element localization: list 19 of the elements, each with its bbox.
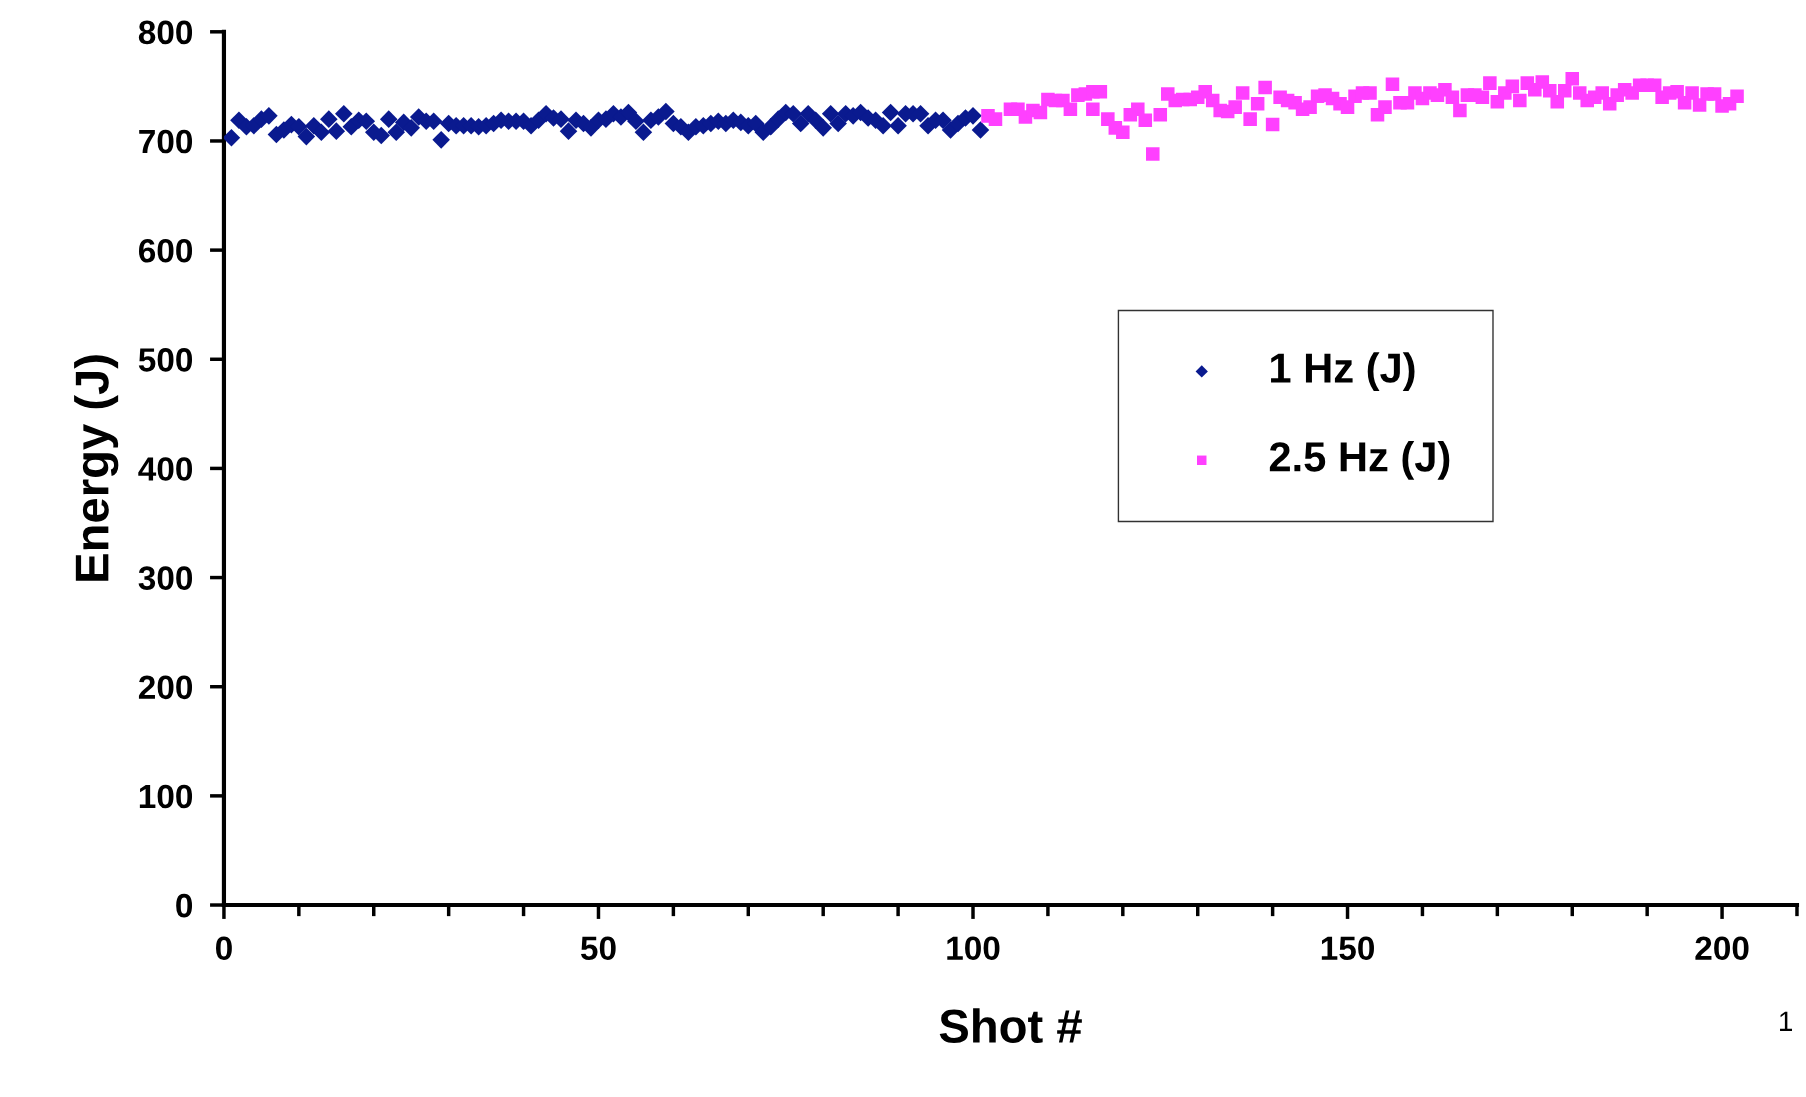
y-tick-label: 400 (138, 457, 193, 481)
x-tick-label: 50 (580, 936, 616, 961)
y-tick-label: 0 (176, 893, 193, 918)
x-axis-title: Shot # (939, 1008, 1082, 1044)
text: 1 (1780, 1011, 1792, 1031)
y-tick-label: 600 (139, 238, 193, 263)
y-tick-label: 300 (138, 566, 193, 591)
legend-label: 2.5 Hz (J) (1269, 441, 1450, 480)
x-tick-label: 0 (215, 936, 232, 961)
y-tick-label: 700 (139, 129, 193, 154)
legend-label: 1 Hz (J) (1271, 352, 1415, 392)
y-tick-label: 800 (138, 20, 193, 45)
y-tick-label: 500 (138, 348, 193, 372)
y-tick-label: 200 (138, 675, 193, 700)
x-tick-label: 100 (947, 936, 1000, 961)
y-tick-label: 100 (139, 784, 193, 809)
y-axis-title: Energy (J) (74, 355, 119, 581)
x-tick-label: 200 (1695, 936, 1749, 961)
x-tick-label: 150 (1321, 936, 1374, 961)
